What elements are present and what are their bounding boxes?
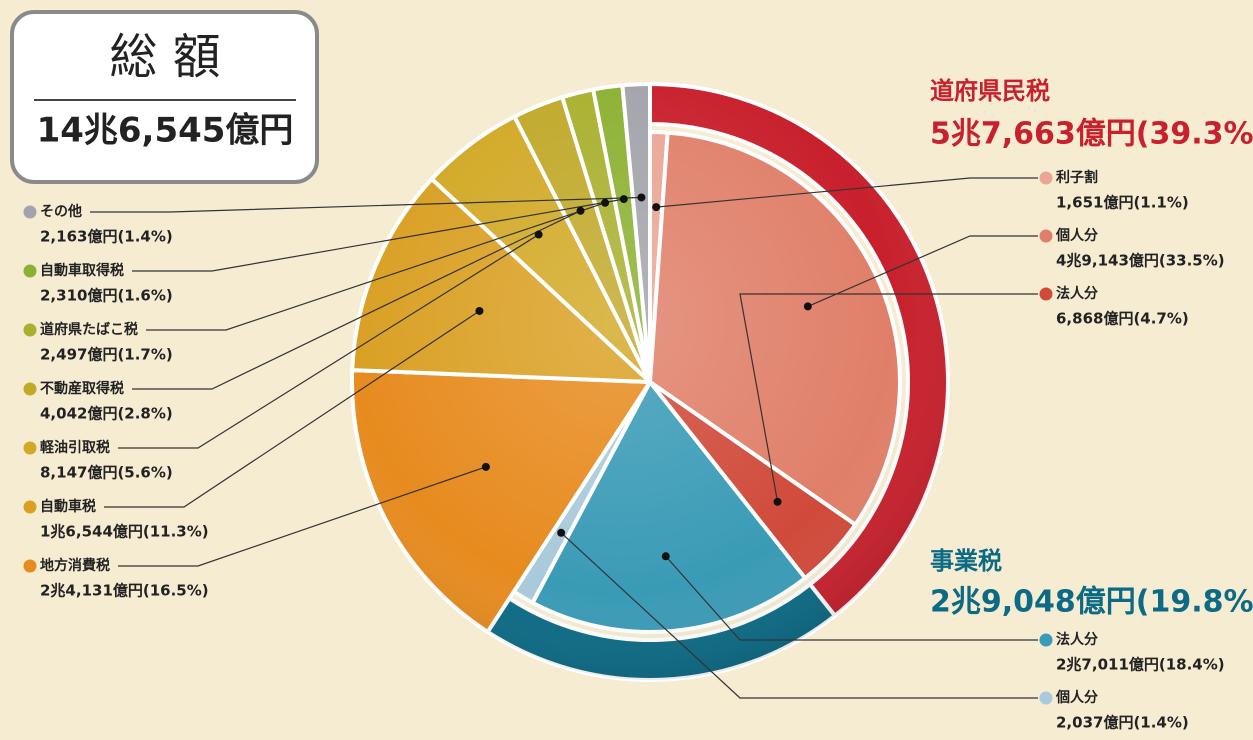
legend-dot xyxy=(1039,633,1053,647)
category-label: 個人分 xyxy=(1055,689,1098,706)
leader-line xyxy=(104,310,480,508)
chart-title: 総 額 xyxy=(109,29,220,85)
leader-dot xyxy=(576,206,585,215)
leader-line xyxy=(560,532,1038,699)
leader-dot xyxy=(534,230,543,239)
category-label: 自動車取得税 xyxy=(40,262,124,279)
leader-dot xyxy=(475,306,484,315)
value-label: 4兆9,143億円(33.5%) xyxy=(1056,252,1225,270)
category-label: 利子割 xyxy=(1056,169,1098,186)
category-label: 道府県たばこ税 xyxy=(40,321,138,338)
value-label: 1,651億円(1.1%) xyxy=(1056,194,1189,212)
legend-dot xyxy=(23,323,37,337)
value-label: 2,037億円(1.4%) xyxy=(1056,714,1189,732)
leader-dot xyxy=(773,497,782,506)
category-label: 法人分 xyxy=(1056,285,1098,302)
leader-line xyxy=(118,234,539,449)
leader-line xyxy=(118,466,487,567)
leader-line xyxy=(132,210,581,390)
legend-dot xyxy=(1039,229,1053,243)
leader-line xyxy=(665,555,1038,641)
category-label: 不動産取得税 xyxy=(40,380,124,397)
total-value: 14兆6,545億円 xyxy=(37,111,294,151)
leader-dot xyxy=(601,198,610,207)
category-label: 自動車税 xyxy=(40,498,96,515)
leader-dot xyxy=(652,203,661,212)
group-name: 事業税 xyxy=(930,547,1002,575)
group-value: 5兆7,663億円(39.3%) xyxy=(930,117,1253,152)
leader-line xyxy=(90,196,642,213)
leader-line xyxy=(132,198,624,272)
category-label: 個人分 xyxy=(1055,227,1098,244)
legend-dot xyxy=(23,500,37,514)
leader-line xyxy=(739,293,1038,502)
leader-dot xyxy=(637,193,646,202)
legend-dot xyxy=(23,264,37,278)
value-label: 2,497億円(1.7%) xyxy=(40,346,173,364)
leader-dot xyxy=(557,528,566,537)
category-label: 軽油引取税 xyxy=(40,439,110,456)
leader-line xyxy=(807,235,1038,307)
category-label: 法人分 xyxy=(1056,631,1098,648)
value-label: 4,042億円(2.8%) xyxy=(40,405,173,423)
legend-dot xyxy=(23,382,37,396)
value-label: 2,310億円(1.6%) xyxy=(40,287,173,305)
group-name: 道府県民税 xyxy=(930,77,1050,105)
value-label: 1兆6,544億円(11.3%) xyxy=(40,523,209,541)
legend-dot xyxy=(23,205,37,219)
category-label: その他 xyxy=(40,203,82,220)
value-label: 2兆4,131億円(16.5%) xyxy=(40,582,209,600)
leader-line xyxy=(656,177,1038,208)
leader-line xyxy=(146,202,606,331)
value-label: 2,163億円(1.4%) xyxy=(40,228,173,246)
value-label: 2兆7,011億円(18.4%) xyxy=(1056,656,1225,674)
leader-dot xyxy=(661,552,670,561)
group-value: 2兆9,048億円(19.8%) xyxy=(930,585,1253,620)
category-label: 地方消費税 xyxy=(40,557,110,574)
value-label: 8,147億円(5.6%) xyxy=(40,464,173,482)
legend-dot xyxy=(1039,691,1053,705)
leader-dot xyxy=(803,302,812,311)
legend-dot xyxy=(1039,171,1053,185)
legend-dot xyxy=(23,441,37,455)
legend-dot xyxy=(23,559,37,573)
leader-dot xyxy=(481,462,490,471)
leader-dot xyxy=(619,195,628,204)
total-box xyxy=(10,10,319,184)
legend-dot xyxy=(1039,287,1053,301)
value-label: 6,868億円(4.7%) xyxy=(1056,310,1189,328)
